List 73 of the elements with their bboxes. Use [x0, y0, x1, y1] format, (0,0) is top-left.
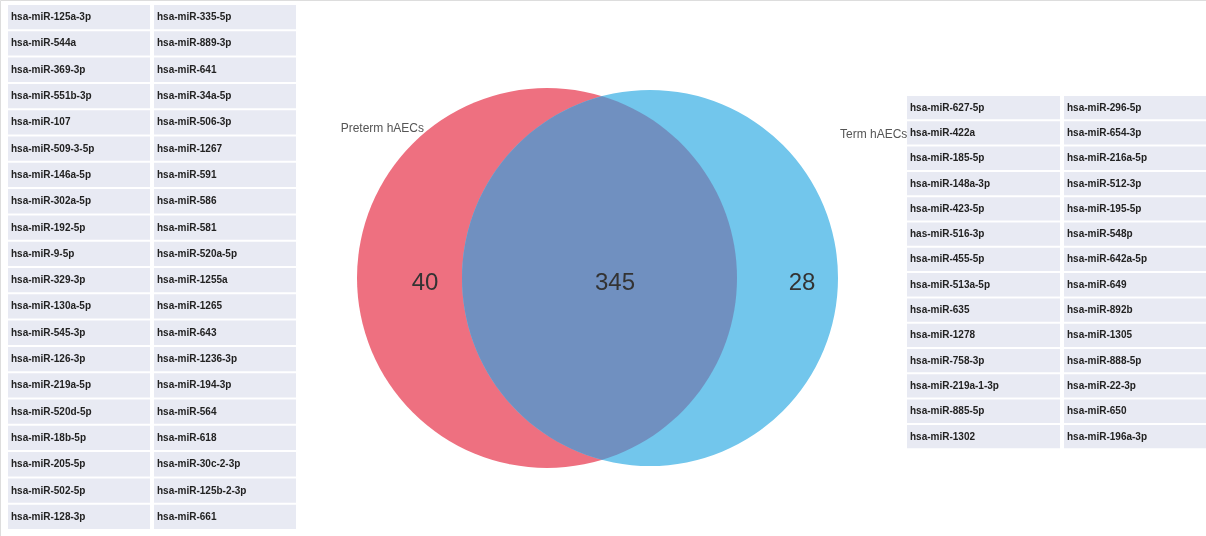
text: hsa-miR-296-5p — [1067, 101, 1142, 113]
text: hsa-miR-642a-5p — [1067, 253, 1148, 265]
text: hsa-miR-1302 — [910, 430, 976, 442]
text: hsa-miR-545-3p — [11, 326, 86, 338]
category-label: Term hAECs — [840, 127, 908, 141]
category-label: Preterm hAECs — [340, 121, 424, 135]
text: hsa-miR-369-3p — [11, 63, 86, 75]
text: hsa-miR-30c-2-3p — [157, 458, 241, 470]
text: hsa-miR-422a — [910, 126, 976, 138]
text: hsa-miR-1305 — [1067, 329, 1133, 341]
text: hsa-miR-125a-3p — [11, 11, 92, 23]
text: hsa-miR-216a-5p — [1067, 152, 1148, 164]
text: hsa-miR-650 — [1067, 405, 1127, 417]
data-label: 28 — [788, 268, 816, 295]
text: hsa-miR-1278 — [910, 329, 976, 341]
text: hsa-miR-889-3p — [157, 37, 232, 49]
text: hsa-miR-581 — [157, 221, 217, 233]
data-label: 345 — [594, 268, 636, 295]
text: hsa-miR-520d-5p — [11, 405, 92, 417]
text: has-miR-516-3p — [910, 228, 985, 240]
text: hsa-miR-22-3p — [1067, 379, 1136, 391]
text: hsa-miR-1267 — [157, 142, 223, 154]
text: hsa-miR-654-3p — [1067, 126, 1142, 138]
text: hsa-miR-591 — [157, 168, 217, 180]
text: hsa-miR-146a-5p — [11, 168, 92, 180]
text: hsa-miR-302a-5p — [11, 195, 92, 207]
text: hsa-miR-520a-5p — [157, 247, 238, 259]
text: hsa-miR-564 — [157, 405, 217, 417]
text: hsa-miR-758-3p — [910, 354, 985, 366]
text: hsa-miR-643 — [157, 326, 217, 338]
text: hsa-miR-586 — [157, 195, 217, 207]
data-label: 40 — [411, 268, 439, 295]
text: hsa-miR-502-5p — [11, 484, 86, 496]
text: hsa-miR-196a-3p — [1067, 430, 1148, 442]
text: hsa-miR-892b — [1067, 304, 1133, 316]
text: hsa-miR-219a-1-3p — [910, 379, 999, 391]
text: hsa-miR-329-3p — [11, 274, 86, 286]
text: hsa-miR-627-5p — [910, 101, 985, 113]
text: hsa-miR-509-3-5p — [11, 142, 95, 154]
text: hsa-miR-192-5p — [11, 221, 86, 233]
text: hsa-miR-649 — [1067, 278, 1127, 290]
text: hsa-miR-661 — [157, 510, 217, 522]
text: hsa-miR-130a-5p — [11, 300, 92, 312]
text: hsa-miR-888-5p — [1067, 354, 1142, 366]
text: hsa-miR-9-5p — [11, 247, 75, 259]
text: hsa-miR-195-5p — [1067, 202, 1142, 214]
text: hsa-miR-335-5p — [157, 11, 232, 23]
text: hsa-miR-423-5p — [910, 202, 985, 214]
text: hsa-miR-107 — [11, 116, 71, 128]
text: hsa-miR-512-3p — [1067, 177, 1142, 189]
text: hsa-miR-126-3p — [11, 353, 86, 365]
text: hsa-miR-185-5p — [910, 152, 985, 164]
text: hsa-miR-18b-5p — [11, 431, 87, 443]
text: hsa-miR-194-3p — [157, 379, 232, 391]
text: hsa-miR-148a-3p — [910, 177, 991, 189]
text: hsa-miR-1265 — [157, 300, 223, 312]
text: hsa-miR-885-5p — [910, 405, 985, 417]
text: hsa-miR-635 — [910, 304, 970, 316]
text: hsa-miR-1236-3p — [157, 353, 238, 365]
text: hsa-miR-205-5p — [11, 458, 86, 470]
text: hsa-miR-551b-3p — [11, 90, 92, 102]
text: hsa-miR-219a-5p — [11, 379, 92, 391]
text: hsa-miR-618 — [157, 431, 217, 443]
text: hsa-miR-513a-5p — [910, 278, 991, 290]
text: hsa-miR-1255a — [157, 274, 229, 286]
text: hsa-miR-548p — [1067, 228, 1133, 240]
text: hsa-miR-641 — [157, 63, 217, 75]
text: hsa-miR-455-5p — [910, 253, 985, 265]
text: hsa-miR-128-3p — [11, 510, 86, 522]
text: hsa-miR-544a — [11, 37, 77, 49]
text: hsa-miR-506-3p — [157, 116, 232, 128]
text: hsa-miR-125b-2-3p — [157, 484, 247, 496]
text: hsa-miR-34a-5p — [157, 90, 232, 102]
